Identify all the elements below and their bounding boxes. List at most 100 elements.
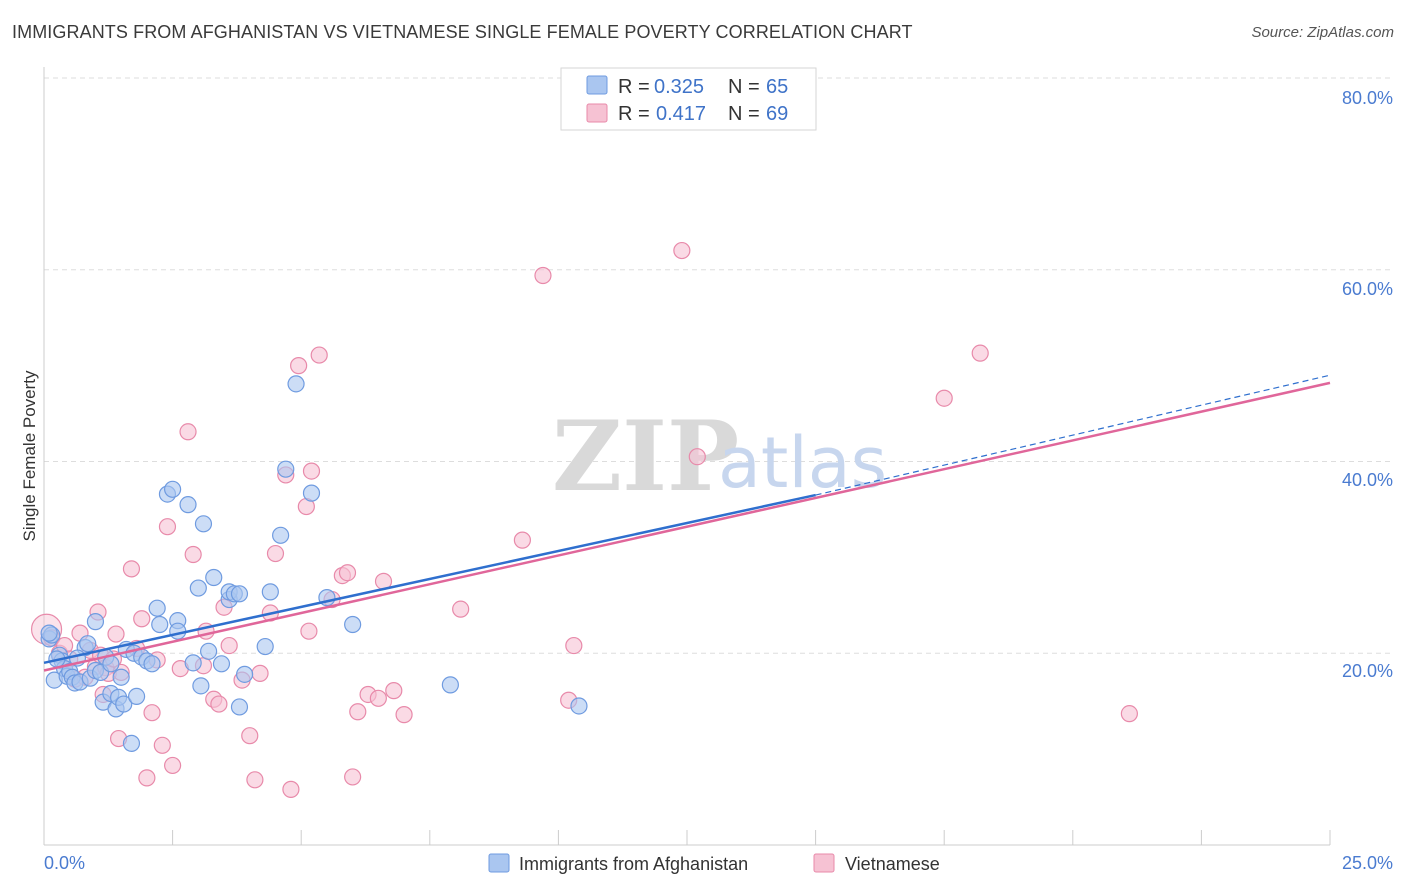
vietnamese-point: [251, 664, 269, 682]
x-tick-label-min: 0.0%: [44, 853, 85, 873]
y-tick-label: 60.0%: [1342, 279, 1393, 299]
vietnamese-point: [673, 241, 691, 260]
y-tick-label: 20.0%: [1342, 661, 1393, 681]
afghanistan-point: [205, 568, 223, 587]
vietnamese-point: [241, 727, 259, 745]
legend-swatch-afghanistan: [586, 75, 608, 95]
afghanistan-point: [570, 697, 588, 715]
afghanistan-point: [272, 526, 290, 544]
y-tick-label: 40.0%: [1342, 470, 1393, 490]
vietnamese-point: [143, 704, 161, 722]
vietnamese-point: [133, 610, 151, 628]
vietnamese-point: [153, 736, 171, 754]
afghanistan-point: [441, 676, 459, 694]
vietnamese-point: [184, 545, 202, 564]
vietnamese-point: [179, 423, 197, 441]
legend-r-value: 0.417: [656, 103, 706, 125]
afghanistan-point: [189, 579, 207, 597]
vietnamese-point: [971, 344, 989, 362]
afghanistan-points: [40, 375, 588, 752]
legend-n-value: 65: [766, 76, 788, 98]
bottom-legend-label-afghanistan: Immigrants from Afghanistan: [519, 854, 748, 874]
legend-n-value: 69: [766, 103, 788, 125]
afghanistan-point: [230, 585, 249, 603]
vietnamese-point: [452, 600, 470, 618]
afghanistan-point: [115, 695, 133, 713]
source-label: Source: ZipAtlas.com: [1251, 24, 1394, 41]
afghanistan-point: [86, 613, 105, 631]
afghanistan-point: [79, 635, 97, 653]
vietnamese-point: [338, 564, 357, 582]
afghanistan-point: [179, 496, 197, 514]
vietnamese-point: [385, 682, 403, 700]
afghanistan-point: [277, 460, 295, 478]
vietnamese-point: [395, 706, 413, 724]
y-axis-title: Single Female Poverty: [20, 370, 39, 542]
afghanistan-point: [143, 655, 161, 673]
chart-title: IMMIGRANTS FROM AFGHANISTAN VS VIETNAMES…: [12, 22, 913, 42]
vietnamese-point: [290, 357, 308, 375]
legend-n-label: N =: [728, 76, 760, 98]
vietnamese-point: [688, 448, 706, 466]
vietnamese-point: [513, 531, 531, 549]
top-legend: R = 0.325 N = 65 R = 0.417 N = 69: [560, 67, 817, 131]
vietnamese-point: [369, 689, 387, 707]
vietnamese-point: [534, 266, 552, 285]
y-tick-label: 80.0%: [1342, 88, 1393, 108]
afghanistan-point: [40, 624, 58, 642]
afghanistan-point: [184, 654, 202, 672]
afghanistan-point: [230, 698, 249, 716]
vietnamese-point: [164, 756, 182, 775]
afghanistan-point: [194, 515, 213, 533]
vietnamese-point: [158, 518, 177, 536]
vietnamese-point: [1120, 705, 1138, 723]
legend-n-label: N =: [728, 103, 760, 125]
afghanistan-point: [200, 642, 218, 660]
bottom-legend-label-vietnamese: Vietnamese: [845, 854, 940, 874]
afghanistan-point: [148, 599, 166, 617]
afghanistan-point: [192, 677, 210, 695]
vietnamese-trend-line: [43, 381, 1331, 672]
afghanistan-point: [287, 375, 305, 393]
legend-r-label: R =: [618, 76, 650, 98]
afghanistan-point: [212, 655, 231, 673]
trend-lines: [43, 374, 1331, 672]
vietnamese-point: [266, 544, 285, 563]
legend-r-value: 0.325: [654, 76, 704, 98]
afghanistan-point: [344, 615, 362, 634]
legend-swatch-vietnamese: [586, 103, 608, 123]
watermark-atlas: atlas: [718, 422, 887, 504]
vietnamese-point: [246, 771, 264, 789]
vietnamese-point: [935, 389, 953, 407]
afghanistan-trend-extension: [815, 374, 1331, 496]
vietnamese-point: [138, 769, 156, 787]
vietnamese-point: [302, 462, 321, 480]
vietnamese-point: [349, 703, 367, 721]
afghanistan-point: [302, 484, 321, 502]
afghanistan-point: [112, 668, 130, 686]
vietnamese-point: [220, 636, 238, 655]
afghanistan-point: [236, 665, 254, 683]
afghanistan-point: [151, 615, 169, 634]
afghanistan-point: [256, 637, 274, 656]
vietnamese-point: [565, 636, 583, 655]
afghanistan-point: [122, 734, 141, 752]
vietnamese-point: [107, 625, 125, 643]
afghanistan-trend-line: [43, 493, 816, 665]
vietnamese-point: [282, 780, 300, 798]
bottom-legend-swatch-afghanistan: [488, 853, 510, 873]
vietnamese-point: [310, 346, 328, 364]
afghanistan-point: [261, 583, 279, 601]
grid-lines: [44, 77, 1393, 654]
vietnamese-point: [210, 695, 228, 713]
afghanistan-point: [169, 622, 187, 640]
legend-r-label: R =: [618, 103, 650, 125]
axes: [43, 67, 1331, 846]
vietnamese-point: [122, 560, 141, 578]
afghanistan-point: [127, 687, 146, 705]
vietnamese-point: [344, 768, 362, 786]
watermark-zip: ZIP: [552, 400, 739, 513]
x-tick-label-max: 25.0%: [1342, 853, 1393, 873]
afghanistan-point: [164, 480, 182, 498]
